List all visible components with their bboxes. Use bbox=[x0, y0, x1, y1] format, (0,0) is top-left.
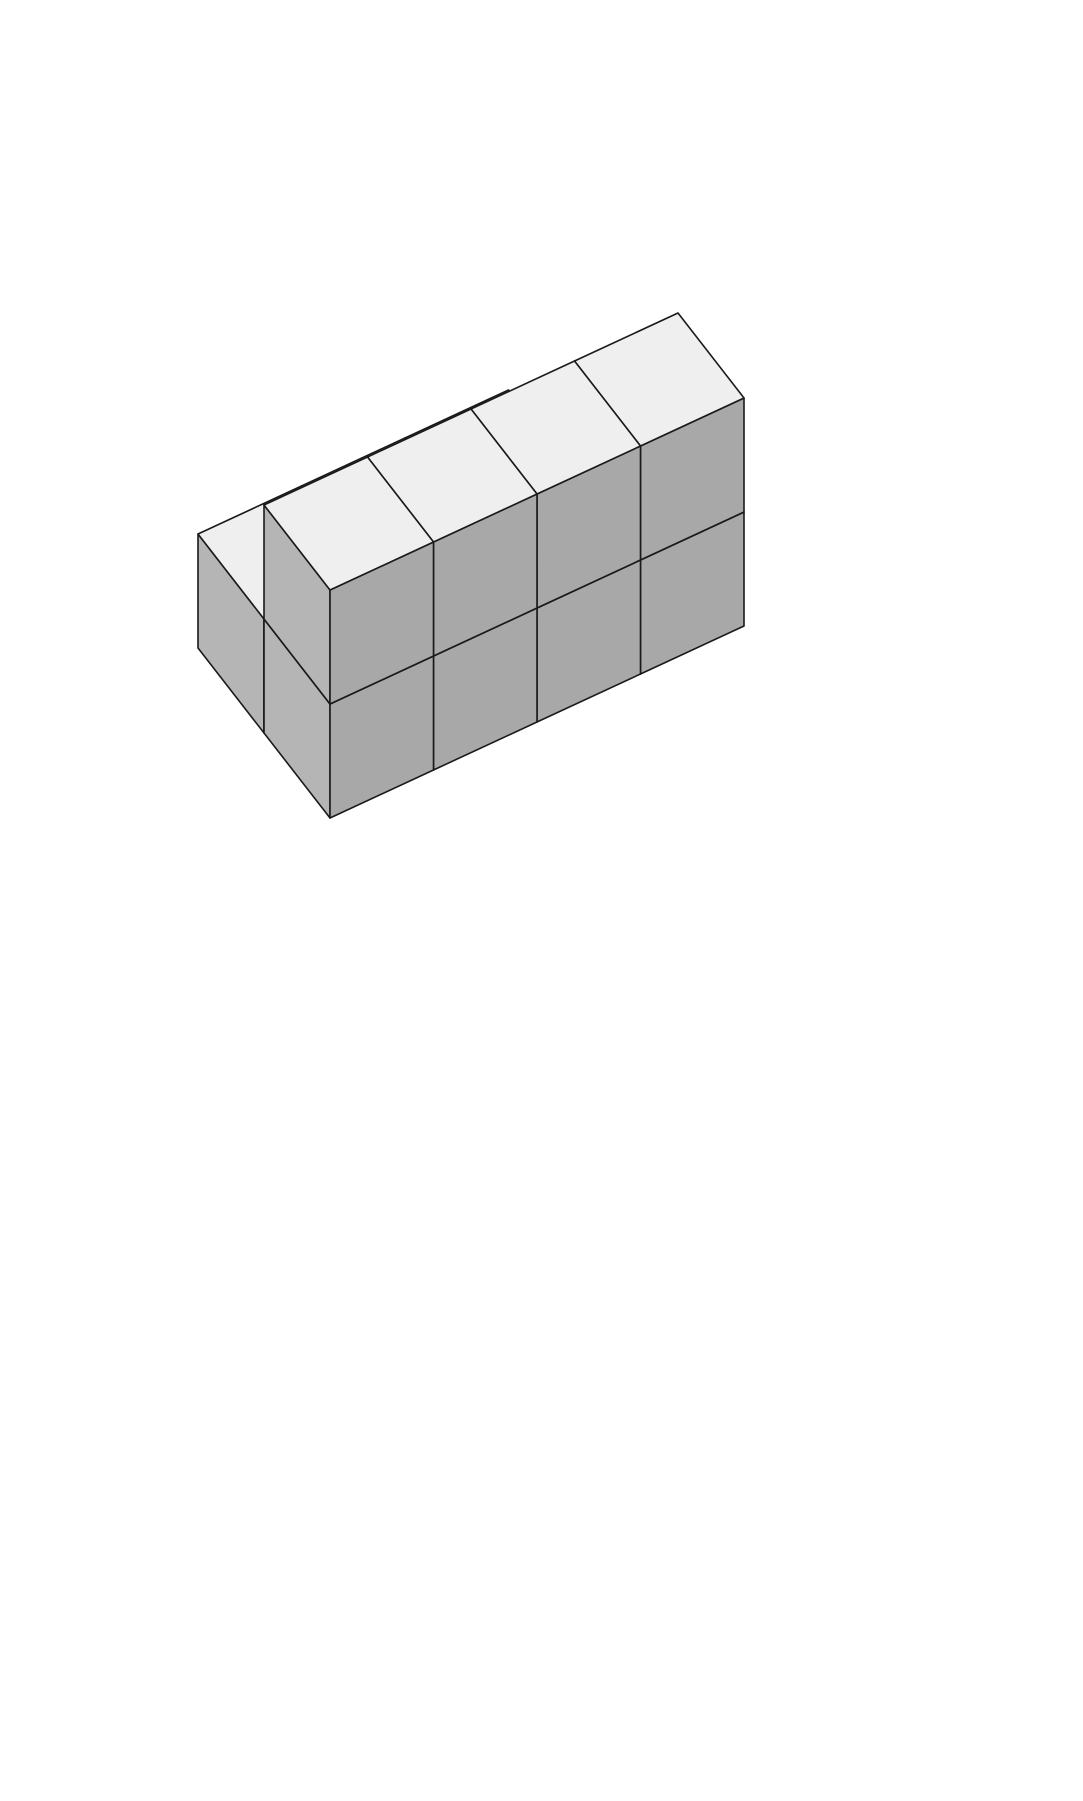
cube-group bbox=[197, 312, 745, 819]
cube bbox=[263, 456, 435, 705]
cube-top-face bbox=[263, 456, 435, 591]
